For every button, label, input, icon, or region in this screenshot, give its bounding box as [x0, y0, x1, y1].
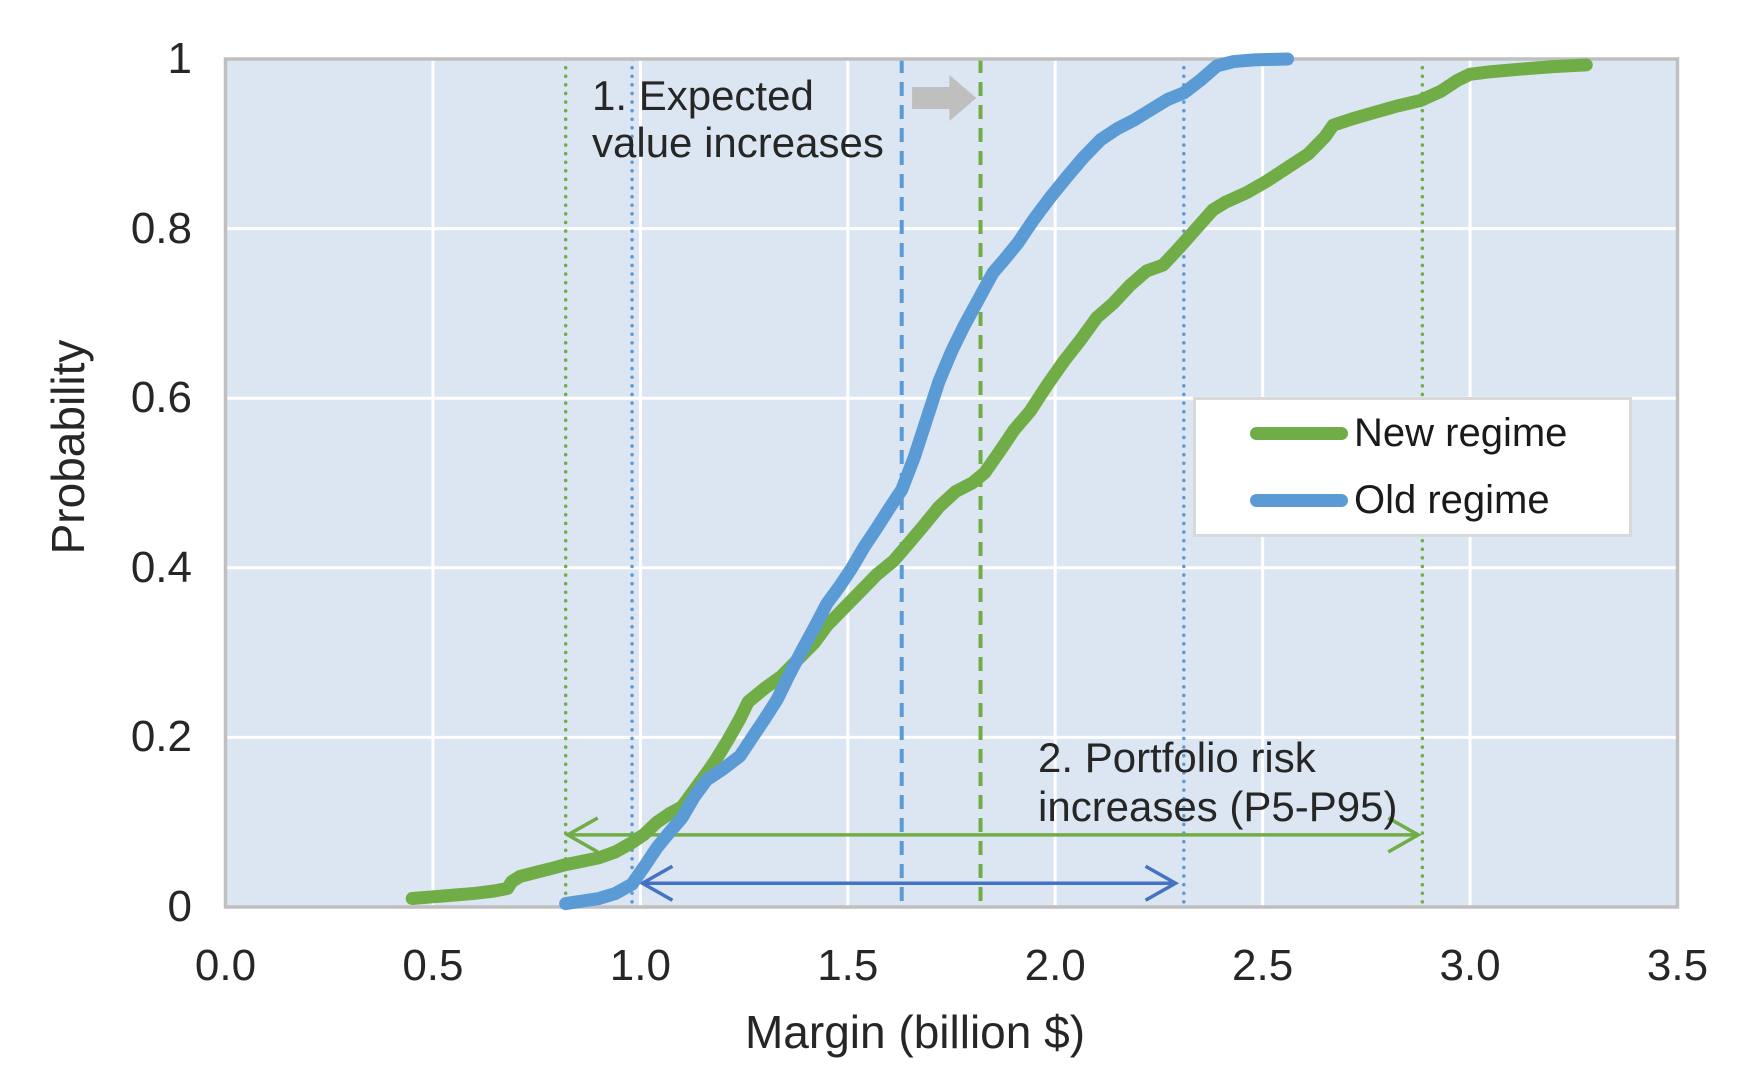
range-arrow-new-regime-p5-p95 — [564, 816, 1422, 854]
range-arrow-part — [1387, 816, 1422, 854]
annotation-portfolio-risk: 2. Portfolio risk increases (P5-P95) — [1038, 733, 1397, 831]
cdf-curve-new-regime — [405, 58, 1593, 906]
legend-label-old-regime: Old regime — [1354, 478, 1550, 522]
legend-line-sample-old-regime — [1250, 494, 1348, 507]
legend: New regime Old regime — [1193, 397, 1632, 537]
legend-item-new-regime: New regime — [1196, 400, 1629, 467]
x-axis-tick-labels: 0.0 0.5 1.0 1.5 2.0 2.5 3.0 3.5 — [0, 939, 1760, 993]
plot-border — [223, 57, 1680, 909]
annotation-expected-value: 1. Expected value increases — [592, 72, 884, 166]
annotation-expected-value-line2: value increases — [592, 119, 884, 166]
legend-label-new-regime: New regime — [1354, 411, 1568, 455]
x-tick-label-0.5: 0.5 — [402, 941, 464, 990]
y-tick-label-1: 1 — [167, 34, 192, 83]
range-arrow-part — [564, 816, 599, 854]
y-axis-title: Probability — [42, 339, 94, 555]
y-tick-label-0.8: 0.8 — [130, 203, 192, 253]
x-axis-title: Margin (billion $) — [744, 1006, 1086, 1058]
x-tick-label-3.5: 3.5 — [1646, 941, 1709, 990]
x-tick-label-3.0: 3.0 — [1439, 941, 1501, 990]
y-tick-label-0.4: 0.4 — [130, 542, 192, 592]
y-tick-label-0.2: 0.2 — [130, 712, 192, 762]
legend-line-sample-new-regime — [1250, 427, 1348, 440]
y-tick-label-0.6: 0.6 — [130, 373, 192, 423]
x-tick-label-2.0: 2.0 — [1024, 941, 1086, 990]
range-arrow-part — [638, 864, 674, 902]
cdf-curve-old-regime — [559, 52, 1295, 911]
y-axis-tick-labels: 0 0.2 0.4 0.6 0.8 1 — [0, 0, 192, 1083]
x-tick-label-0.0: 0.0 — [194, 941, 257, 990]
shift-right-arrow-icon — [912, 75, 977, 122]
x-tick-label-2.5: 2.5 — [1232, 941, 1294, 990]
range-arrow-part — [1144, 864, 1180, 902]
x-tick-label-1.5: 1.5 — [817, 941, 879, 990]
annotation-expected-value-line1: 1. Expected — [592, 72, 814, 119]
range-arrow-old-regime-p5-p95 — [638, 864, 1180, 902]
x-tick-label-1.0: 1.0 — [609, 941, 671, 990]
annotation-portfolio-risk-line2: increases (P5-P95) — [1038, 783, 1398, 830]
annotation-portfolio-risk-line1: 2. Portfolio risk — [1038, 734, 1316, 781]
y-tick-label-0: 0 — [167, 882, 192, 931]
legend-item-old-regime: Old regime — [1196, 467, 1629, 534]
